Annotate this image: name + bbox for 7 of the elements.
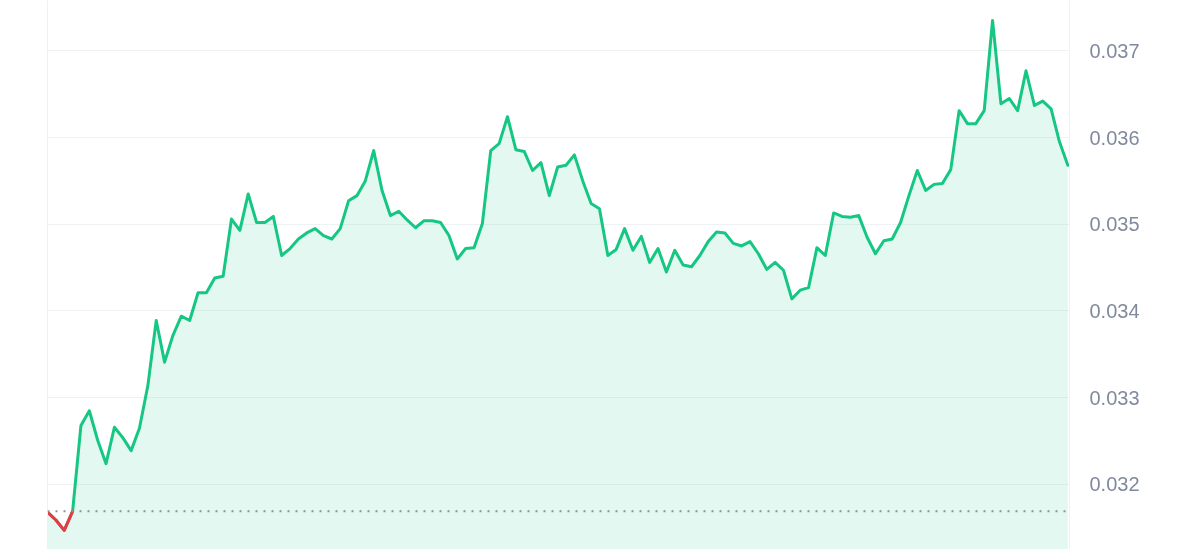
y-tick-label: 0.033: [1089, 386, 1140, 409]
y-tick-label: 0.036: [1089, 126, 1140, 149]
y-tick-label: 0.037: [1089, 39, 1140, 62]
y-tick-label: 0.035: [1089, 213, 1140, 236]
line-series: [47, 509, 75, 532]
y-tick-label: 0.034: [1089, 299, 1140, 322]
y-tick-label: 0.032: [1089, 473, 1140, 496]
